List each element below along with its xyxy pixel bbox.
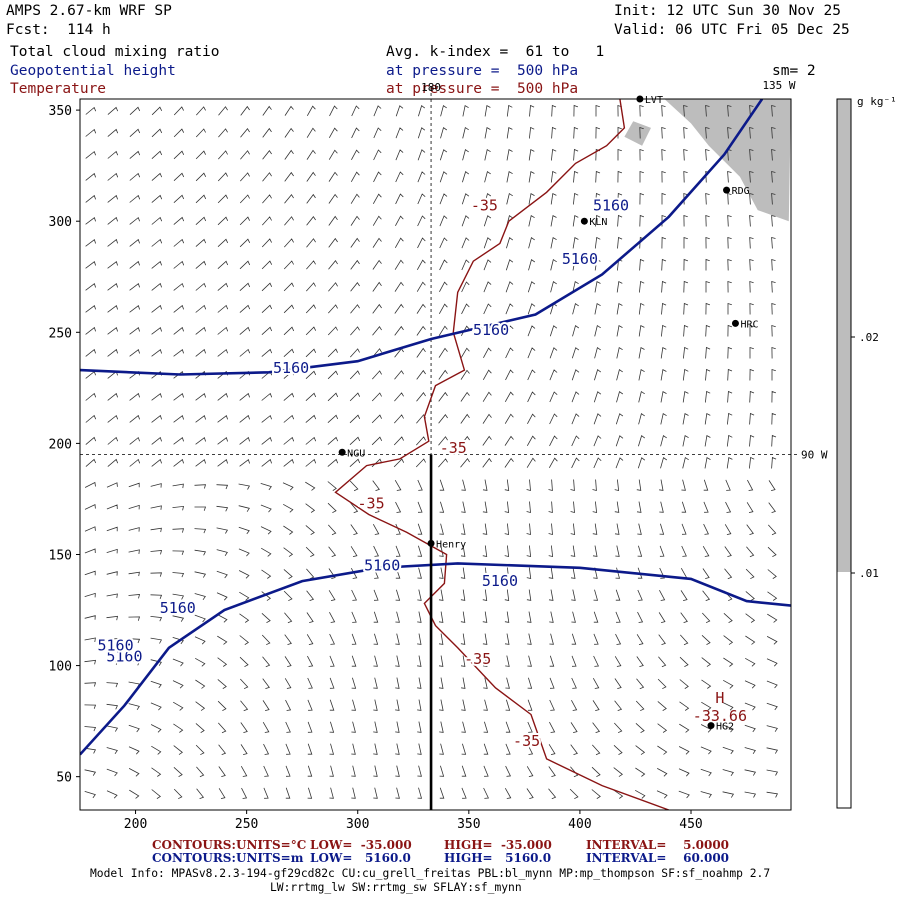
cloud-region-1: [664, 99, 791, 222]
station-label-lvt: LVT: [645, 95, 663, 106]
field-2-desc: at pressure = 500 hPa: [386, 63, 579, 79]
meridian-label-90w: 90 W: [801, 449, 828, 462]
meridian-label-180: 180: [421, 81, 441, 94]
valid-time: Valid: 06 UTC Fri 05 Dec 25: [614, 22, 850, 38]
station-dot-rdg: [723, 186, 731, 194]
x-tick-label: 250: [235, 817, 258, 832]
y-tick-label: 300: [49, 215, 72, 230]
x-tick-label: 400: [568, 817, 591, 832]
field-1-name: Total cloud mixing ratio: [10, 44, 220, 60]
station-label-rdg: RDG: [732, 186, 750, 197]
temperature-contour-label: -35: [440, 439, 467, 457]
smoothing-label: sm= 2: [772, 63, 816, 79]
height-contours-low: LOW= 5160.0: [310, 851, 411, 865]
temp-contours-units: UNITS=°C: [236, 838, 307, 852]
temperature-contour-label: -35: [513, 732, 540, 750]
x-tick-label: 350: [457, 817, 480, 832]
station-dot-hrc: [731, 319, 739, 327]
station-label-kln: KLN: [589, 217, 607, 228]
model-info-line-2: LW:rrtmg_lw SW:rrtmg_sw SFLAY:sf_mynn: [270, 881, 522, 894]
height-contour-label: 5160: [482, 572, 518, 590]
high-value-label: -33.66: [693, 707, 747, 725]
height-contours-label: CONTOURS:: [152, 851, 236, 865]
height-contour-label: 5160: [364, 557, 400, 575]
x-tick-label: 450: [679, 817, 702, 832]
station-label-ngu: NGU: [347, 448, 365, 459]
cloud-region-2: [624, 121, 651, 146]
temp-contours-interval: INTERVAL= 5.0000: [586, 838, 730, 852]
temperature-contour-2: [508, 99, 626, 222]
x-tick-label: 200: [124, 817, 147, 832]
temp-contours-label: CONTOURS:: [152, 838, 236, 852]
y-tick-label: 100: [49, 660, 72, 675]
y-tick-label: 250: [49, 326, 72, 341]
colorbar-unit: g kg⁻¹: [857, 95, 897, 108]
station-label-hg2: HG2: [716, 722, 734, 733]
colorbar-tick-label: .02: [859, 331, 879, 344]
y-tick-label: 50: [56, 771, 72, 786]
meridian-label-135w: 135 W: [762, 79, 795, 92]
forecast-hour: Fcst: 114 h: [6, 22, 111, 38]
height-contour-2: [80, 562, 791, 756]
colorbar-fill: [837, 99, 851, 572]
field-3-desc: at pressure = 500 hPa: [386, 81, 579, 97]
height-contours-interval: INTERVAL= 60.000: [586, 851, 730, 865]
colorbar-tick-label: .01: [859, 567, 879, 580]
model-title: AMPS 2.67-km WRF SP: [6, 3, 172, 19]
height-contour-label: 5160: [97, 637, 133, 655]
station-dot-hg2: [707, 722, 715, 730]
x-tick-label: 300: [346, 817, 369, 832]
station-label-henry: Henry: [436, 539, 466, 550]
height-contour-label: 5160: [562, 250, 598, 268]
temperature-contour-label: -35: [464, 650, 491, 668]
temperature-contour-label: -35: [358, 494, 385, 512]
model-info-line-1: Model Info: MPASv8.2.3-194-gf29cd82c CU:…: [90, 867, 771, 880]
y-tick-label: 200: [49, 437, 72, 452]
temperature-contour-label: -35: [471, 197, 498, 215]
field-3-name: Temperature: [10, 81, 107, 97]
station-dot-kln: [580, 217, 588, 225]
colorbar-frame: [836, 98, 852, 809]
height-contours-high: HIGH= 5160.0: [444, 851, 552, 865]
y-tick-label: 150: [49, 548, 72, 563]
plot-frame: [79, 98, 792, 811]
wind-barbs: [84, 104, 779, 800]
temperature-contour-1: [334, 220, 670, 810]
height-contour-label: 5160: [106, 648, 142, 666]
colorbar-empty: [837, 572, 851, 808]
height-contour-label: 5160: [593, 197, 629, 215]
field-2-name: Geopotential height: [10, 63, 176, 79]
y-tick-label: 350: [49, 104, 72, 119]
station-label-hrc: HRC: [740, 319, 758, 330]
station-dot-henry: [427, 539, 435, 547]
high-marker: H: [715, 689, 724, 707]
height-contour-label: 5160: [473, 321, 509, 339]
height-contour-label: 5160: [160, 599, 196, 617]
field-1-desc: Avg. k-index = 61 to 1: [386, 44, 605, 60]
height-contour-1: [80, 99, 764, 376]
temp-contours-low: LOW= -35.000: [310, 838, 412, 852]
temp-contours-high: HIGH= -35.000: [444, 838, 552, 852]
height-contours-units: UNITS=m: [236, 851, 304, 865]
station-dot-ngu: [338, 448, 346, 456]
height-contour-label: 5160: [273, 359, 309, 377]
init-time: Init: 12 UTC Sun 30 Nov 25: [614, 3, 841, 19]
